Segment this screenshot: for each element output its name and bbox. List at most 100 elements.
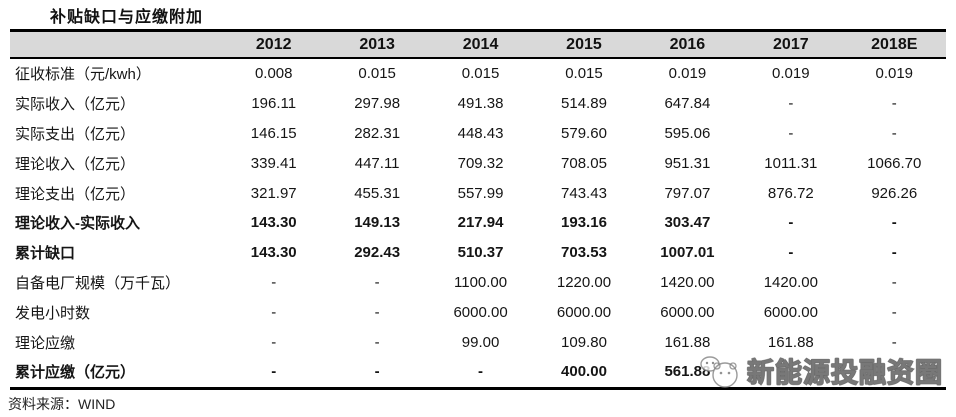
column-header-2016: 2016 (635, 30, 740, 59)
table-cell: 193.16 (561, 214, 607, 232)
table-cell: - (374, 303, 380, 321)
table-cell: 876.72 (767, 184, 814, 202)
table-cell: 143.30 (250, 244, 297, 262)
column-header-2015: 2015 (532, 30, 636, 59)
table-row: 自备电厂规模（万千瓦） - - 1100.00 1220.00 1420.00 1420.0… (10, 268, 946, 298)
column-header-2018E: 2018E (842, 30, 946, 59)
table-cell: - (788, 95, 794, 113)
page-title: 补贴缺口与应缴附加 (50, 9, 204, 26)
table-cell: 709.32 (457, 154, 504, 172)
column-header-2014: 2014 (428, 30, 533, 59)
row-label: 自备电厂规模（万千瓦） (15, 274, 181, 292)
table-cell: - (374, 273, 380, 291)
table-cell: 400.00 (561, 363, 607, 381)
table-cell: 579.60 (561, 124, 607, 142)
table-cell: 282.31 (354, 124, 401, 142)
row-label: 累计应缴（亿元） (15, 364, 136, 382)
table-header: 2012 2013 2014 2015 2016 2017 2018E (10, 30, 946, 59)
table-cell: 6000.00 (556, 303, 612, 321)
table-row: 累计缺口 143.30 292.43 510.37 703.53 1007.01 - - (10, 238, 946, 268)
table-cell: - (788, 214, 794, 232)
table-cell: 0.015 (565, 65, 603, 83)
table-cell: 0.015 (461, 65, 500, 83)
table-cell: 6000.00 (453, 303, 508, 321)
table-cell: - (788, 124, 794, 142)
table-row: 理论应缴 - - 99.00 109.80 161.88 161.88 - (10, 327, 946, 357)
table-cell: 447.11 (354, 154, 400, 172)
table-cell: - (271, 363, 277, 381)
table-row: 实际支出（亿元） 146.15 282.31 448.43 579.60 595.06 - - (10, 119, 946, 149)
row-label: 累计缺口 (15, 245, 76, 263)
table-cell: - (891, 333, 897, 351)
table-cell: 292.43 (354, 244, 401, 262)
table-cell: 339.41 (250, 154, 297, 172)
table-cell: 595.06 (664, 124, 711, 142)
table-cell: 146.15 (250, 124, 297, 142)
table-cell: 161.88 (767, 333, 814, 351)
table-cell: 0.019 (668, 65, 707, 83)
row-label: 理论收入（亿元） (15, 155, 136, 173)
column-header-2012: 2012 (222, 30, 326, 59)
table-header-row: 2012 2013 2014 2015 2016 2017 2018E (10, 30, 946, 59)
table-cell (739, 357, 842, 388)
table-cell: - (891, 244, 897, 262)
table-cell: 1100.00 (454, 273, 508, 291)
table-cell: 6000.00 (660, 303, 715, 321)
table-cell: 561.88 (664, 363, 711, 381)
table-cell: 708.05 (561, 154, 607, 172)
table-body: 征收标准（元/kwh） 0.008 0.015 0.015 0.015 0.019 0.01… (10, 58, 946, 388)
table-cell: 951.31 (664, 154, 711, 172)
table-cell: 448.43 (457, 124, 504, 142)
table-cell: - (271, 273, 277, 291)
table-cell: 303.47 (664, 214, 711, 232)
table-cell: 743.43 (561, 184, 607, 202)
table-cell: - (891, 124, 897, 142)
table-cell: 455.31 (354, 184, 401, 202)
table-cell: 297.98 (354, 95, 401, 113)
table-cell: - (891, 303, 897, 321)
table-cell: - (891, 95, 897, 113)
table-cell: 1420.00 (763, 273, 818, 291)
table-row: 理论收入-实际收入 143.30 149.13 217.94 193.16 303.47 -… (10, 208, 946, 238)
table-cell: - (478, 363, 484, 381)
table-cell: 99.00 (461, 333, 500, 351)
table-cell: 0.019 (875, 65, 914, 83)
table-cell: 0.019 (772, 65, 810, 83)
table-cell: 149.13 (354, 214, 401, 232)
table-cell (843, 357, 946, 388)
table-cell: - (374, 363, 380, 381)
table-cell: 926.26 (871, 184, 918, 202)
table-cell: - (374, 333, 380, 351)
table-cell: 797.07 (664, 184, 711, 202)
table-cell: - (271, 333, 277, 351)
source-note: 资料来源：WIND (8, 396, 116, 412)
table-row: 累计应缴（亿元） - - - 400.00 561.88 (10, 357, 946, 388)
subsidy-gap-table-container: 2012 2013 2014 2015 2016 2017 2018E 征收标准（元/kwh… (10, 29, 946, 390)
row-label: 征收标准（元/kwh） (15, 66, 151, 84)
table-cell: 217.94 (457, 214, 504, 232)
table-row: 征收标准（元/kwh） 0.008 0.015 0.015 0.015 0.019 0.01… (10, 58, 946, 89)
row-label: 理论支出（亿元） (15, 185, 136, 203)
table-cell: - (788, 244, 794, 262)
table-cell: 1007.01 (660, 244, 715, 262)
table-row: 发电小时数 - - 6000.00 6000.00 6000.00 6000.00 - (10, 297, 946, 327)
table-cell: 510.37 (457, 244, 504, 262)
table-cell: 514.89 (561, 95, 607, 113)
table-cell: 0.008 (254, 65, 293, 83)
row-label: 实际支出（亿元） (15, 125, 136, 143)
table-cell: 161.88 (664, 333, 711, 351)
row-label: 理论收入-实际收入 (15, 215, 140, 233)
table-cell: 491.38 (457, 95, 504, 113)
table-cell: 1220.00 (556, 273, 612, 291)
column-header-2013: 2013 (325, 30, 429, 59)
row-label: 发电小时数 (15, 304, 91, 322)
table-cell: 109.80 (561, 333, 607, 351)
table-cell: - (891, 273, 897, 291)
table-cell: 0.015 (358, 65, 396, 83)
table-row: 理论收入（亿元） 339.41 447.11 709.32 708.05 951.31 10… (10, 148, 946, 178)
column-header-label (10, 30, 222, 59)
column-header-2017: 2017 (739, 30, 843, 59)
table-cell: 143.30 (250, 214, 297, 232)
table-cell: 6000.00 (763, 303, 818, 321)
row-label: 理论应缴 (15, 334, 76, 352)
